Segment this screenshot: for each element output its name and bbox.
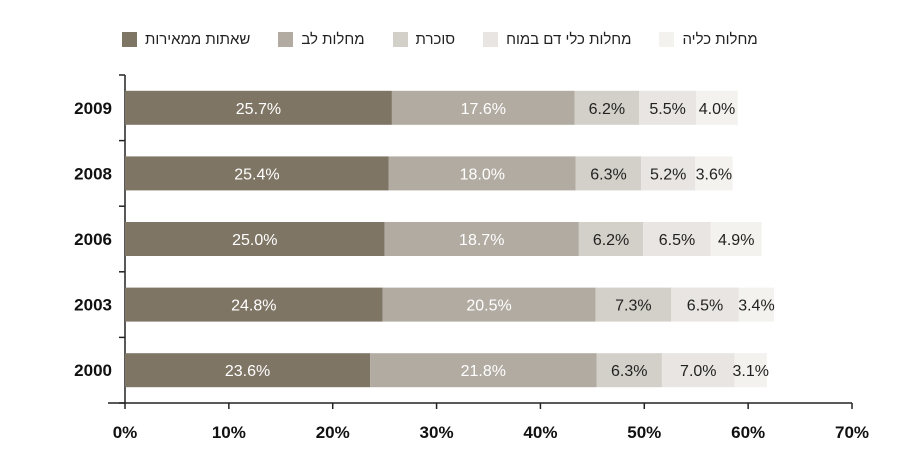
legend-swatch [483, 32, 499, 47]
bar-segment [125, 222, 385, 256]
data-label: 24.8% [231, 298, 276, 315]
legend-item: מחלות כליה [659, 31, 758, 48]
legend-swatch [392, 32, 408, 47]
data-label: 4.0% [699, 101, 735, 118]
x-tick-label: 30% [420, 423, 454, 442]
x-tick-label: 20% [316, 423, 350, 442]
bar-segment [671, 287, 739, 322]
data-label: 6.3% [590, 166, 626, 183]
bar-segment [574, 90, 640, 125]
bar-segment [125, 353, 371, 388]
bar-segment [643, 222, 711, 256]
data-label: 25.0% [232, 232, 277, 249]
data-label: 3.6% [696, 166, 732, 183]
data-label: 6.5% [687, 298, 723, 315]
legend-item: שאתות ממאירות [122, 31, 250, 48]
data-label: 6.5% [659, 232, 695, 249]
x-tick-label: 50% [627, 423, 661, 442]
data-label: 6.2% [589, 101, 625, 118]
data-label: 7.0% [680, 363, 716, 380]
legend-item: מחלות כלי דם במוח [483, 31, 631, 48]
bar-segment [384, 222, 579, 256]
data-label: 7.3% [615, 298, 651, 315]
bar-segment [125, 287, 383, 322]
bar-segment [578, 222, 644, 256]
bar-segment [738, 287, 775, 322]
x-tick-label: 60% [731, 423, 765, 442]
legend-swatch [278, 32, 294, 47]
legend-swatch [659, 32, 675, 47]
bar-segment [125, 90, 392, 125]
bar-segment [382, 287, 596, 322]
legend-swatch [122, 32, 137, 47]
legend-label: מחלות לב [301, 31, 365, 48]
data-label: 3.1% [733, 363, 769, 380]
data-label: 17.6% [461, 101, 506, 118]
data-label: 18.0% [460, 166, 505, 183]
data-label: 6.3% [611, 363, 647, 380]
x-tick-label: 10% [212, 423, 246, 442]
y-tick-label: 2006 [74, 230, 112, 249]
bar-segment [370, 353, 597, 388]
bar-segment [391, 90, 575, 125]
x-tick-label: 70% [835, 423, 869, 442]
data-label: 25.7% [236, 101, 281, 118]
data-label: 6.2% [593, 232, 629, 249]
bar-segment [388, 156, 576, 191]
x-tick-label: 0% [113, 423, 138, 442]
legend-item: מחלות לב [278, 31, 365, 48]
bar-segment [661, 353, 735, 388]
data-label: 20.5% [466, 298, 511, 315]
data-label: 5.5% [649, 101, 685, 118]
bar-segment [710, 222, 762, 256]
legend: שאתות ממאירות מחלות לב סוכרת מחלות כלי דם ב… [122, 31, 758, 48]
data-label: 3.4% [738, 298, 774, 315]
data-label: 5.2% [650, 166, 686, 183]
y-tick-label: 2000 [74, 361, 112, 380]
bar-segment [125, 156, 389, 191]
bar-segment [596, 353, 662, 388]
y-tick-label: 2003 [74, 296, 112, 315]
x-tick-label: 40% [523, 423, 557, 442]
legend-label: שאתות ממאירות [145, 31, 251, 48]
legend-item: סוכרת [392, 31, 456, 48]
data-label: 21.8% [461, 363, 506, 380]
data-label: 23.6% [225, 363, 270, 380]
bar-segment [575, 156, 642, 191]
data-label: 4.9% [718, 232, 754, 249]
bar-segment [595, 287, 672, 322]
legend-label: מחלות כליה [682, 31, 758, 48]
legend-label: מחלות כלי דם במוח [506, 31, 632, 48]
bar-segment [641, 156, 696, 191]
bar-segment [734, 353, 767, 388]
bar-segment [695, 156, 733, 191]
y-tick-label: 2008 [74, 164, 112, 183]
legend-label: סוכרת [415, 31, 456, 48]
bar-segment [639, 90, 697, 125]
y-tick-label: 2009 [74, 99, 112, 118]
bar-segment [696, 90, 738, 125]
data-label: 25.4% [234, 166, 279, 183]
data-label: 18.7% [459, 232, 504, 249]
